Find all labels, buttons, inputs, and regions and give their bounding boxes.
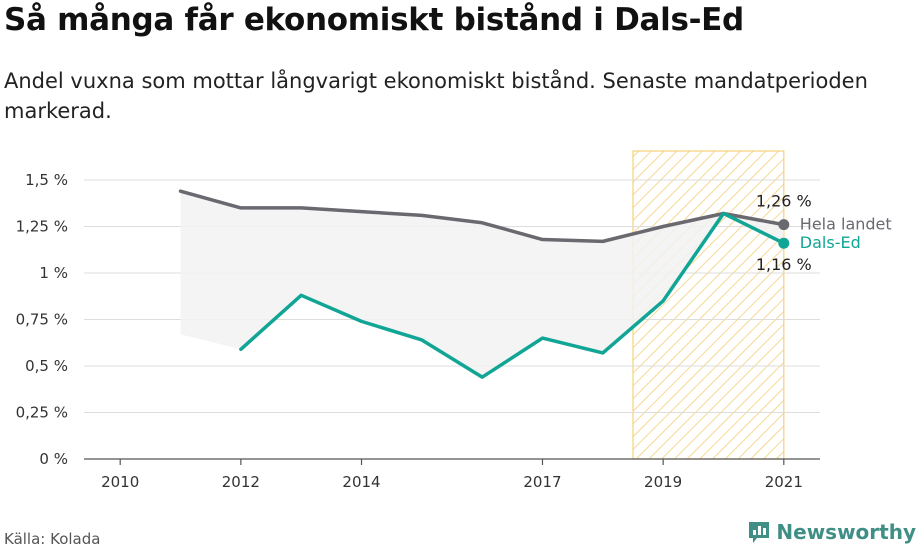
line-chart: 0 % 0,25 % 0,5 % 0,75 % 1 % 1,25 % 1,5 % 2010 20…: [16, 150, 892, 491]
end-value-label-hela-landet: 1,26 %: [756, 192, 812, 211]
series-line-hela-landet: [178, 189, 786, 244]
brand-logo: Newsworthy: [747, 520, 916, 544]
chart-subtitle: Andel vuxna som mottar långvarigt ekonom…: [4, 69, 868, 123]
series-line-dals-ed: [239, 211, 786, 379]
y-tick-label: 0,75 %: [16, 311, 68, 329]
end-point-hela-landet: [778, 219, 790, 231]
legend-label-dals-ed: Dals-Ed: [800, 233, 861, 252]
y-tick-label: 1 %: [39, 264, 68, 282]
x-tick-label: 2010: [101, 473, 139, 491]
y-tick-label: 0 %: [39, 450, 68, 468]
chart-title: Så många får ekonomiskt bistånd i Dals-E…: [4, 2, 744, 38]
source-note: Källa: Kolada: [4, 530, 101, 548]
end-value-label-dals-ed: 1,16 %: [756, 255, 812, 274]
x-tick-label: 2019: [644, 473, 682, 491]
bar-chart-speech-bubble-icon: [749, 522, 770, 543]
y-tick-label: 1,25 %: [16, 218, 68, 236]
legend-label-hela-landet: Hela landet: [800, 215, 892, 234]
brand-name: Newsworthy: [776, 520, 916, 544]
end-point-dals-ed: [778, 237, 790, 249]
x-tick-label: 2021: [765, 473, 803, 491]
x-tick-label: 2012: [222, 473, 260, 491]
y-tick-label: 1,5 %: [25, 171, 68, 189]
x-tick-label: 2014: [342, 473, 380, 491]
difference-area: [180, 191, 784, 378]
x-tick-label: 2017: [523, 473, 561, 491]
y-tick-label: 0,5 %: [25, 357, 68, 375]
y-tick-label: 0,25 %: [16, 404, 68, 422]
